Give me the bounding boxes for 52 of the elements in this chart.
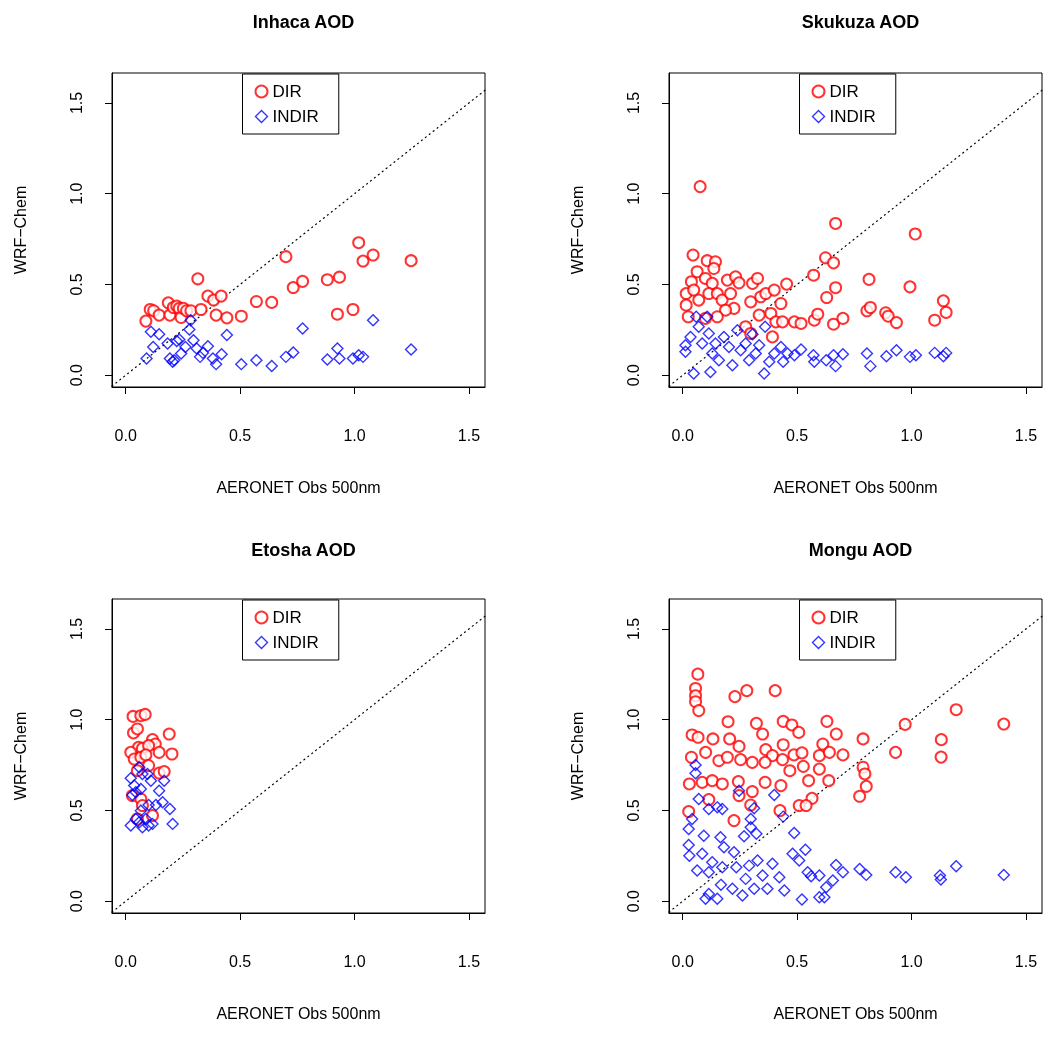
- x-axis-title: AERONET Obs 500nm: [216, 478, 381, 496]
- chart-title: Mongu AOD: [808, 540, 913, 560]
- x-tick-label: 0.0: [114, 952, 137, 970]
- legend-label: DIR: [829, 608, 859, 627]
- y-axis-title: WRF−Chem: [568, 185, 586, 275]
- y-tick-label: 0.5: [67, 799, 85, 822]
- y-axis-title: WRF−Chem: [11, 711, 29, 801]
- legend-label: DIR: [272, 82, 302, 101]
- y-tick-label: 0.0: [67, 889, 85, 913]
- x-tick-label: 1.5: [1014, 426, 1038, 444]
- y-tick-label: 1.5: [624, 91, 642, 115]
- chart-title: Etosha AOD: [251, 540, 356, 560]
- y-axis-title: WRF−Chem: [568, 711, 586, 801]
- x-tick-label: 0.0: [114, 426, 137, 444]
- y-tick-label: 0.5: [624, 799, 642, 822]
- x-tick-label: 0.5: [229, 426, 252, 444]
- legend-label: INDIR: [272, 107, 319, 126]
- y-tick-label: 1.5: [67, 91, 85, 115]
- legend-label: INDIR: [829, 107, 876, 126]
- y-tick-label: 0.5: [67, 273, 85, 296]
- x-tick-label: 0.5: [229, 952, 252, 970]
- x-axis-title: AERONET Obs 500nm: [773, 478, 938, 496]
- x-tick-label: 0.5: [786, 952, 809, 970]
- x-tick-label: 1.0: [900, 426, 923, 444]
- x-tick-label: 1.0: [343, 952, 366, 970]
- legend-label: INDIR: [829, 633, 876, 652]
- x-tick-label: 1.5: [1014, 952, 1038, 970]
- x-tick-label: 0.0: [671, 952, 694, 970]
- y-tick-label: 1.0: [624, 708, 642, 731]
- y-tick-label: 0.5: [624, 273, 642, 296]
- x-tick-label: 1.0: [343, 426, 366, 444]
- x-tick-label: 1.0: [900, 952, 923, 970]
- y-tick-label: 1.0: [67, 182, 85, 205]
- x-tick-label: 1.5: [457, 426, 481, 444]
- x-tick-label: 0.0: [671, 426, 694, 444]
- x-axis-title: AERONET Obs 500nm: [216, 1004, 381, 1022]
- legend-label: INDIR: [272, 633, 319, 652]
- x-axis-title: AERONET Obs 500nm: [773, 1004, 938, 1022]
- y-tick-label: 0.0: [67, 363, 85, 387]
- y-axis-title: WRF−Chem: [11, 185, 29, 275]
- x-tick-label: 1.5: [457, 952, 481, 970]
- y-tick-label: 0.0: [624, 363, 642, 387]
- legend-label: DIR: [829, 82, 859, 101]
- legend-label: DIR: [272, 608, 302, 627]
- y-tick-label: 1.5: [624, 617, 642, 641]
- y-tick-label: 1.0: [624, 182, 642, 205]
- chart-title: Skukuza AOD: [801, 12, 920, 32]
- y-tick-label: 1.5: [67, 617, 85, 641]
- chart-title: Inhaca AOD: [252, 12, 355, 32]
- x-tick-label: 0.5: [786, 426, 809, 444]
- y-tick-label: 0.0: [624, 889, 642, 913]
- y-tick-label: 1.0: [67, 708, 85, 731]
